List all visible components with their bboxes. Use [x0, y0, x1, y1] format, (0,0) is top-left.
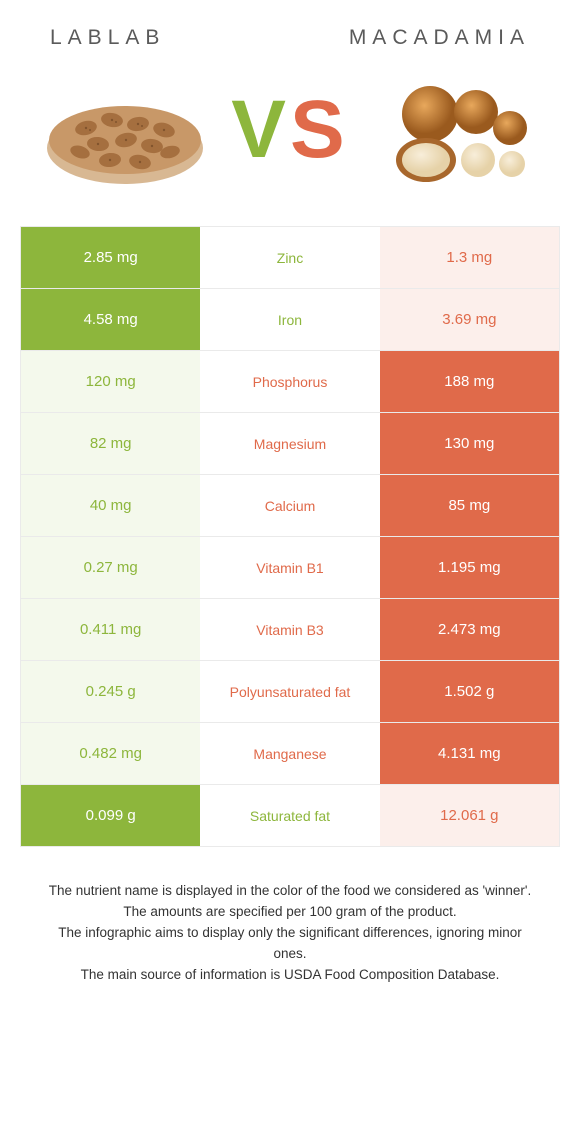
footnote-line: The infographic aims to display only the… — [44, 923, 536, 965]
nutrient-name: Iron — [200, 289, 379, 350]
left-value: 0.099 g — [21, 785, 200, 846]
right-value: 85 mg — [380, 475, 559, 536]
right-value: 3.69 mg — [380, 289, 559, 350]
footnote-line: The amounts are specified per 100 gram o… — [44, 902, 536, 923]
left-food-image — [40, 70, 210, 190]
right-value: 2.473 mg — [380, 599, 559, 660]
table-row: 0.411 mgVitamin B32.473 mg — [21, 598, 559, 660]
nutrient-name: Zinc — [200, 227, 379, 288]
right-value: 1.195 mg — [380, 537, 559, 598]
titles-bar: Lablab Macadamia — [20, 20, 560, 60]
right-title: Macadamia — [349, 26, 530, 50]
right-value: 1.3 mg — [380, 227, 559, 288]
right-food-image — [370, 70, 540, 190]
table-row: 4.58 mgIron3.69 mg — [21, 288, 559, 350]
nutrient-name: Magnesium — [200, 413, 379, 474]
footnotes: The nutrient name is displayed in the co… — [20, 847, 560, 994]
footnote-line: The main source of information is USDA F… — [44, 965, 536, 986]
left-value: 0.411 mg — [21, 599, 200, 660]
table-row: 40 mgCalcium85 mg — [21, 474, 559, 536]
right-value: 130 mg — [380, 413, 559, 474]
right-value: 188 mg — [380, 351, 559, 412]
left-value: 4.58 mg — [21, 289, 200, 350]
comparison-table: 2.85 mgZinc1.3 mg4.58 mgIron3.69 mg120 m… — [20, 226, 560, 847]
nutrient-name: Phosphorus — [200, 351, 379, 412]
right-value: 12.061 g — [380, 785, 559, 846]
left-value: 0.482 mg — [21, 723, 200, 784]
left-value: 120 mg — [21, 351, 200, 412]
right-value: 4.131 mg — [380, 723, 559, 784]
vs-s: S — [290, 84, 349, 175]
table-row: 2.85 mgZinc1.3 mg — [21, 226, 559, 288]
hero-row: VS — [20, 60, 560, 226]
table-row: 0.099 gSaturated fat12.061 g — [21, 784, 559, 846]
right-value: 1.502 g — [380, 661, 559, 722]
table-row: 0.27 mgVitamin B11.195 mg — [21, 536, 559, 598]
footnote-line: The nutrient name is displayed in the co… — [44, 881, 536, 902]
table-row: 82 mgMagnesium130 mg — [21, 412, 559, 474]
left-value: 2.85 mg — [21, 227, 200, 288]
left-value: 0.245 g — [21, 661, 200, 722]
table-row: 0.245 gPolyunsaturated fat1.502 g — [21, 660, 559, 722]
nutrient-name: Vitamin B1 — [200, 537, 379, 598]
left-value: 40 mg — [21, 475, 200, 536]
left-value: 82 mg — [21, 413, 200, 474]
table-row: 0.482 mgManganese4.131 mg — [21, 722, 559, 784]
vs-v: V — [231, 84, 290, 175]
table-row: 120 mgPhosphorus188 mg — [21, 350, 559, 412]
nutrient-name: Manganese — [200, 723, 379, 784]
vs-label: VS — [231, 89, 348, 171]
nutrient-name: Calcium — [200, 475, 379, 536]
left-value: 0.27 mg — [21, 537, 200, 598]
nutrient-name: Polyunsaturated fat — [200, 661, 379, 722]
left-title: Lablab — [50, 26, 165, 50]
nutrient-name: Saturated fat — [200, 785, 379, 846]
nutrient-name: Vitamin B3 — [200, 599, 379, 660]
